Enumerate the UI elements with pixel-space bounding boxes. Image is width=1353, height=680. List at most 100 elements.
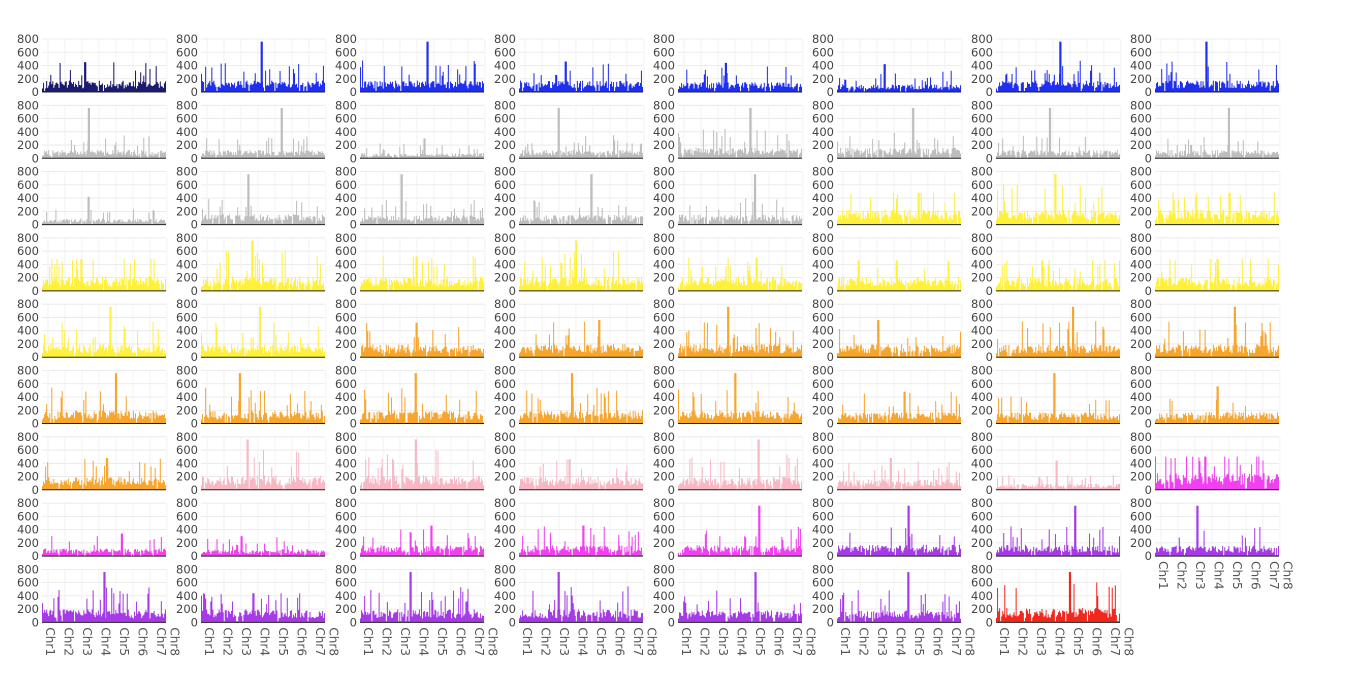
y-tick-label: 200 bbox=[971, 72, 993, 86]
y-tick-label: 800 bbox=[176, 165, 198, 179]
y-tick-label: 400 bbox=[653, 456, 675, 470]
y-tick-label: 600 bbox=[812, 509, 834, 523]
y-tick-label: 400 bbox=[494, 456, 516, 470]
y-tick-label: 600 bbox=[653, 45, 675, 59]
y-tick-label: 600 bbox=[812, 45, 834, 59]
x-tick-label: Chr1 bbox=[43, 627, 57, 656]
y-tick-label: 400 bbox=[494, 191, 516, 205]
x-tick-label: Chr3 bbox=[1034, 627, 1048, 656]
bar-peak bbox=[109, 306, 112, 358]
x-tick-label: Chr8 bbox=[486, 627, 500, 656]
y-tick-label: 200 bbox=[176, 138, 198, 152]
y-tick-label: 200 bbox=[812, 72, 834, 86]
y-tick-label: 400 bbox=[335, 125, 357, 139]
y-tick-label: 400 bbox=[812, 456, 834, 470]
y-tick-label: 600 bbox=[971, 45, 993, 59]
bar-series bbox=[837, 527, 961, 557]
bar-peak bbox=[749, 107, 752, 159]
y-tick-label: 400 bbox=[176, 456, 198, 470]
bar-peak bbox=[917, 192, 920, 225]
bar-series bbox=[42, 209, 166, 225]
y-tick-label: 0 bbox=[509, 350, 516, 364]
y-tick-label: 200 bbox=[812, 602, 834, 616]
bar-series bbox=[837, 391, 961, 424]
y-tick-label: 600 bbox=[812, 112, 834, 126]
y-tick-label: 400 bbox=[653, 523, 675, 537]
y-tick-label: 600 bbox=[17, 509, 39, 523]
x-tick-label: Chr4 bbox=[735, 627, 749, 656]
bar-series bbox=[42, 535, 166, 557]
bar-peak bbox=[87, 196, 90, 225]
bar-series bbox=[678, 322, 802, 358]
x-tick-label: Chr4 bbox=[1212, 561, 1226, 590]
y-tick-label: 400 bbox=[1130, 59, 1152, 73]
bar-series bbox=[201, 63, 325, 92]
bar-series bbox=[519, 387, 643, 424]
bar-peak bbox=[557, 107, 560, 159]
y-tick-label: 0 bbox=[32, 151, 39, 165]
y-tick-label: 600 bbox=[971, 310, 993, 324]
y-tick-label: 400 bbox=[812, 191, 834, 205]
bar-peak bbox=[400, 174, 403, 225]
y-tick-label: 200 bbox=[17, 337, 39, 351]
y-tick-label: 600 bbox=[1130, 112, 1152, 126]
y-tick-label: 200 bbox=[653, 403, 675, 417]
bar-series bbox=[837, 590, 961, 623]
y-tick-label: 800 bbox=[494, 562, 516, 576]
x-tick-label: Chr5 bbox=[594, 627, 608, 656]
y-tick-label: 800 bbox=[176, 562, 198, 576]
y-tick-label: 200 bbox=[1130, 138, 1152, 152]
y-tick-label: 0 bbox=[509, 284, 516, 298]
bar-series bbox=[996, 526, 1120, 557]
y-tick-label: 400 bbox=[971, 191, 993, 205]
y-tick-label: 0 bbox=[827, 85, 834, 99]
y-tick-label: 200 bbox=[494, 204, 516, 218]
y-tick-label: 800 bbox=[494, 231, 516, 245]
y-tick-label: 600 bbox=[494, 244, 516, 258]
y-tick-label: 200 bbox=[17, 602, 39, 616]
y-tick-label: 400 bbox=[812, 59, 834, 73]
x-tick-label: Chr8 bbox=[327, 627, 341, 656]
y-tick-label: 400 bbox=[653, 257, 675, 271]
y-tick-label: 200 bbox=[971, 337, 993, 351]
y-tick-label: 800 bbox=[1130, 364, 1152, 378]
y-tick-label: 0 bbox=[1145, 151, 1152, 165]
bar-peak bbox=[590, 174, 593, 225]
x-tick-label: Chr4 bbox=[99, 627, 113, 656]
y-tick-label: 0 bbox=[986, 218, 993, 232]
y-tick-label: 800 bbox=[17, 165, 39, 179]
y-tick-label: 800 bbox=[971, 496, 993, 510]
y-tick-label: 400 bbox=[653, 324, 675, 338]
y-tick-label: 200 bbox=[17, 204, 39, 218]
y-tick-label: 800 bbox=[971, 98, 993, 112]
y-tick-label: 0 bbox=[827, 151, 834, 165]
x-tick-label: Chr5 bbox=[912, 627, 926, 656]
y-tick-label: 600 bbox=[494, 178, 516, 192]
bar-series bbox=[996, 396, 1120, 424]
y-tick-label: 0 bbox=[1145, 284, 1152, 298]
y-tick-label: 600 bbox=[1130, 377, 1152, 391]
bar-peak bbox=[889, 458, 892, 490]
y-tick-label: 200 bbox=[17, 271, 39, 285]
y-tick-label: 200 bbox=[1130, 72, 1152, 86]
y-tick-label: 600 bbox=[653, 112, 675, 126]
y-tick-label: 600 bbox=[176, 244, 198, 258]
y-tick-label: 400 bbox=[1130, 456, 1152, 470]
bar-series bbox=[996, 260, 1120, 291]
y-tick-label: 200 bbox=[1130, 403, 1152, 417]
y-tick-label: 600 bbox=[653, 509, 675, 523]
x-tick-label: Chr2 bbox=[62, 627, 76, 656]
y-tick-label: 800 bbox=[335, 165, 357, 179]
bar-series bbox=[42, 62, 166, 92]
y-tick-label: 800 bbox=[494, 32, 516, 46]
y-tick-label: 600 bbox=[17, 576, 39, 590]
